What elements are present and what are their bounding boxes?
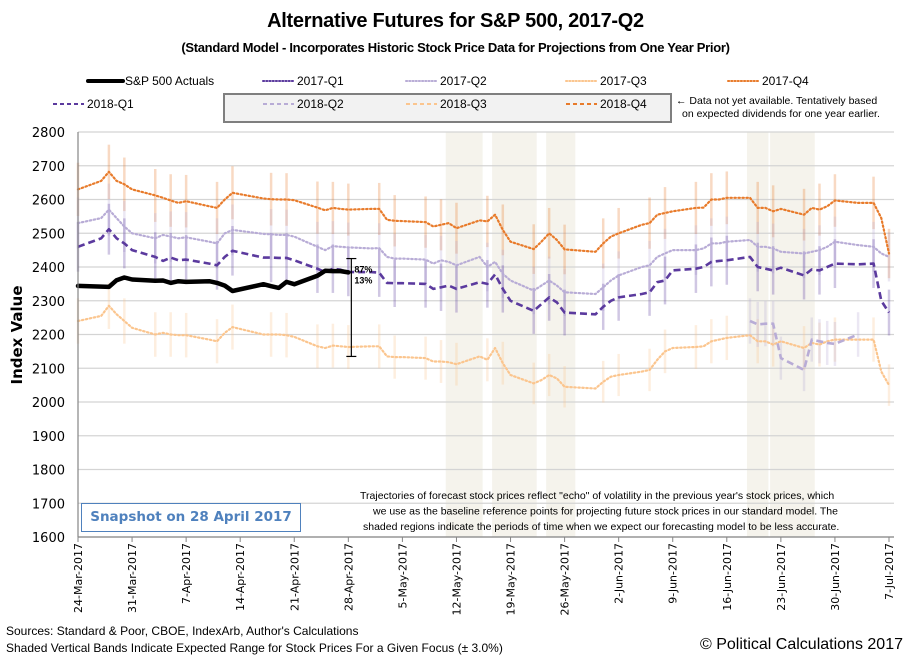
legend-unavailable-box <box>223 93 672 123</box>
legend-label: 2017-Q2 <box>440 74 487 88</box>
series-line-2017-q2 <box>76 208 891 296</box>
y-tick-label: 2400 <box>32 261 65 276</box>
legend-label: 2017-Q4 <box>762 74 809 88</box>
x-tick-label: 31-Mar-2017 <box>126 543 139 613</box>
chart-title: Alternative Futures for S&P 500, 2017-Q2 <box>267 10 644 32</box>
footer-sources: Sources: Standard & Poor, CBOE, IndexArb… <box>6 623 503 657</box>
y-tick-label: 1600 <box>32 531 65 546</box>
x-tick-label: 16-Jun-2017 <box>721 543 734 611</box>
legend-label: 2018-Q2 <box>297 97 344 111</box>
x-tick-label: 26-May-2017 <box>559 543 572 615</box>
series-line-s-p-500-actuals <box>75 268 351 294</box>
x-tick-label: 23-Jun-2017 <box>775 543 788 611</box>
legend-label: S&P 500 Actuals <box>125 74 214 88</box>
x-tick-label: 12-May-2017 <box>450 543 463 615</box>
x-tick-label: 19-May-2017 <box>505 543 518 615</box>
series-line-2017-q4 <box>76 170 891 255</box>
sources-text: Sources: Standard & Poor, CBOE, IndexArb… <box>6 624 359 638</box>
x-tick-label: 24-Mar-2017 <box>72 543 85 613</box>
y-tick-label: 2700 <box>32 160 65 175</box>
y-tick-label: 2800 <box>32 126 65 141</box>
x-tick-label: 9-Jun-2017 <box>667 543 680 604</box>
legend-label: 2018-Q4 <box>600 97 647 111</box>
legend-label: 2017-Q1 <box>297 74 344 88</box>
y-axis-title: Index Value <box>8 286 26 385</box>
y-tick-label: 1700 <box>32 497 65 512</box>
x-tick-label: 28-Apr-2017 <box>342 543 355 611</box>
band-note-text: Shaded Vertical Bands Indicate Expected … <box>6 641 503 655</box>
upper-pct-label: 87% <box>354 265 372 275</box>
y-tick-label: 2100 <box>32 362 65 377</box>
legend-label: 2018-Q3 <box>440 97 487 111</box>
snapshot-label: Snapshot on 28 April 2017 <box>81 503 301 532</box>
x-tick-label: 14-Apr-2017 <box>234 543 247 611</box>
y-tick-label: 2300 <box>32 295 65 310</box>
legend-label: 2018-Q1 <box>87 97 134 111</box>
note-line: shaded regions indicate the periods of t… <box>363 521 839 533</box>
series-lines <box>75 170 891 390</box>
chart-subtitle: (Standard Model - Incorporates Historic … <box>181 40 730 55</box>
y-tick-label: 1900 <box>32 430 65 445</box>
series-line-2018-q2 <box>749 319 859 372</box>
copyright: © Political Calculations 2017 <box>699 636 903 653</box>
y-tick-label: 2600 <box>32 194 65 209</box>
y-tick-label: 1800 <box>32 464 65 479</box>
legend-note-line: on expected dividends for one year earli… <box>682 108 880 120</box>
y-tick-label: 2200 <box>32 329 65 344</box>
series-line-2017-q3 <box>76 304 891 390</box>
y-tick-label: 2500 <box>32 227 65 242</box>
annotation: 87%13% <box>346 257 372 358</box>
x-tick-label: 30-Jun-2017 <box>829 543 842 611</box>
x-tick-label: 7-Apr-2017 <box>180 543 193 604</box>
legend-note-line: ← Data not yet available. Tentatively ba… <box>676 95 877 107</box>
series-line-2018-q1 <box>77 227 891 316</box>
lower-pct-label: 13% <box>354 276 372 286</box>
legend: S&P 500 Actuals 2017-Q1 2017-Q2 2017-Q3 2017… <box>53 74 880 123</box>
x-tick-label: 7-Jul-2017 <box>883 543 896 600</box>
note-line: Trajectories of forecast stock prices re… <box>360 490 834 502</box>
note-line: we use as the baseline reference points … <box>372 506 838 518</box>
legend-label: 2017-Q3 <box>600 74 647 88</box>
x-tick-label: 5-May-2017 <box>396 543 409 608</box>
chart-note: Trajectories of forecast stock prices re… <box>360 490 839 533</box>
x-tick-label: 21-Apr-2017 <box>288 543 301 611</box>
y-tick-label: 2000 <box>32 396 65 411</box>
x-tick-label: 2-Jun-2017 <box>613 543 626 604</box>
axes: 1600 1700 1800 1900 2000 2100 2200 2300 2400 2500… <box>32 126 896 615</box>
